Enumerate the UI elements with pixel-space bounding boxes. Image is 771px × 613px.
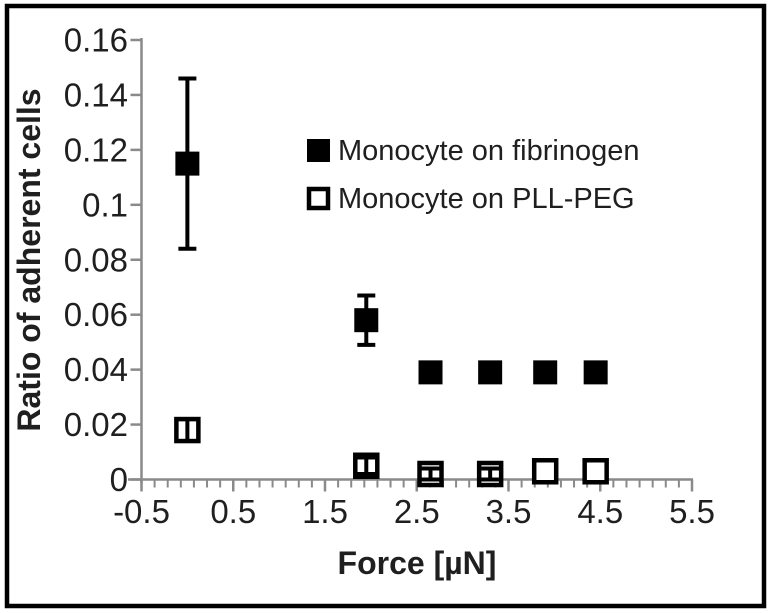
data-points <box>174 76 609 488</box>
y-axis-tick-label: 0.08 <box>64 241 128 278</box>
figure-frame <box>4 3 767 609</box>
legend: Monocyte on fibrinogen Monocyte on PLL-PE… <box>306 135 639 215</box>
y-axis-tick-label: 0.1 <box>82 186 128 223</box>
x-axis-tick-label: 3.5 <box>486 493 532 530</box>
data-point-marker <box>531 458 559 485</box>
legend-marker-filled-square-icon <box>307 139 330 162</box>
x-axis-title: Force [µN] <box>338 545 497 581</box>
data-point-marker <box>533 360 558 385</box>
y-axis-tick-label: 0.16 <box>64 22 128 59</box>
y-axis-tick-label: 0 <box>110 461 128 498</box>
x-axis-tick-label: 5.5 <box>669 493 715 530</box>
legend-item: Monocyte on fibrinogen <box>307 135 639 167</box>
y-axis-tick-label: 0.06 <box>64 296 128 333</box>
legend-item: Monocyte on PLL-PEG <box>306 183 635 215</box>
data-point-marker <box>418 360 443 385</box>
x-axis-tick-label: 4.5 <box>577 493 623 530</box>
y-axis-tick-label: 0.02 <box>64 406 128 443</box>
x-axis-tick-label: 2.5 <box>394 493 440 530</box>
axes: 0 0.02 0.04 0.06 0.08 0.1 0.12 0.14 0.16 -0.5 0.5 1… <box>64 22 715 531</box>
y-axis-title: Ratio of adherent cells <box>11 88 47 431</box>
y-axis-tick-label: 0.14 <box>64 76 128 113</box>
legend-label: Monocyte on fibrinogen <box>338 135 639 167</box>
x-axis-tick-label: 0.5 <box>210 493 256 530</box>
data-point-marker <box>582 458 609 485</box>
y-axis-tick-label: 0.12 <box>64 131 128 168</box>
x-axis-tick-label: 1.5 <box>302 493 348 530</box>
legend-marker-open-square-icon <box>306 186 331 211</box>
data-point-marker <box>583 360 608 385</box>
legend-label: Monocyte on PLL-PEG <box>338 183 635 215</box>
data-point-marker <box>478 360 503 385</box>
y-axis-tick-label: 0.04 <box>64 351 128 388</box>
x-axis-tick-label: -0.5 <box>113 493 170 530</box>
